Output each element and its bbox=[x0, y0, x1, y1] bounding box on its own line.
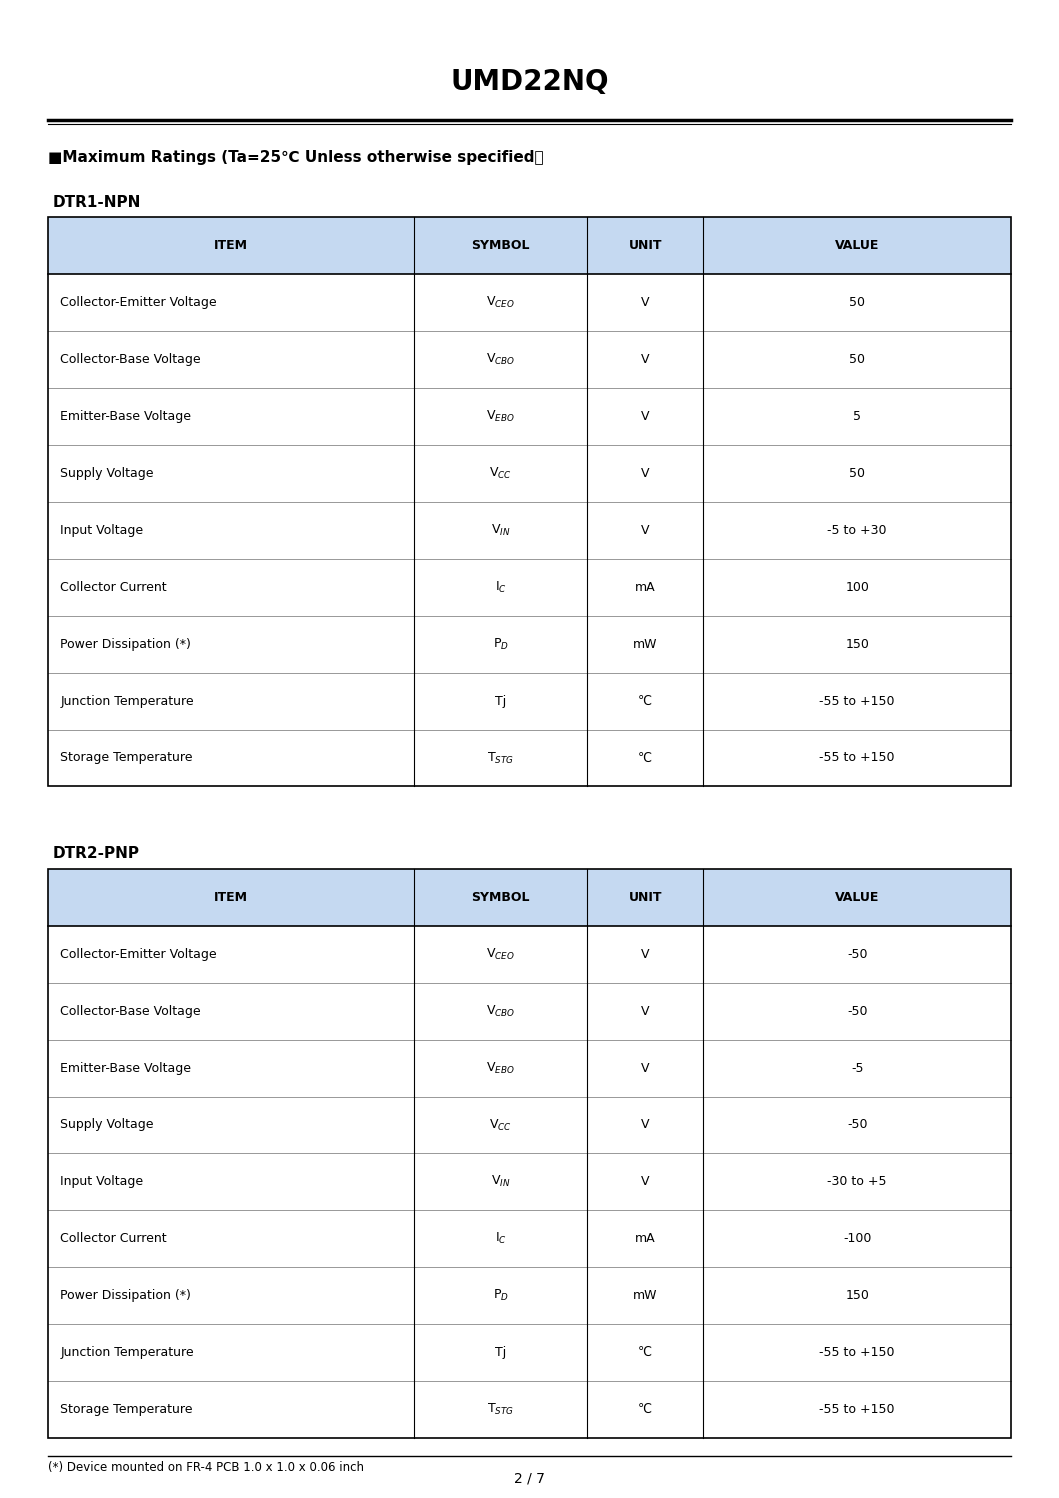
Text: ℃: ℃ bbox=[639, 695, 652, 707]
Text: V$_{CEO}$: V$_{CEO}$ bbox=[486, 295, 515, 310]
Text: -5: -5 bbox=[850, 1062, 863, 1074]
Text: V$_{CEO}$: V$_{CEO}$ bbox=[486, 947, 515, 962]
Text: Collector-Base Voltage: Collector-Base Voltage bbox=[60, 1005, 201, 1017]
Text: Collector Current: Collector Current bbox=[60, 1233, 167, 1245]
Text: Power Dissipation (*): Power Dissipation (*) bbox=[60, 1290, 192, 1302]
Text: -50: -50 bbox=[847, 948, 867, 960]
Text: mA: mA bbox=[634, 1233, 656, 1245]
Text: V$_{CBO}$: V$_{CBO}$ bbox=[486, 352, 516, 367]
Text: -50: -50 bbox=[847, 1119, 867, 1131]
Text: V$_{IN}$: V$_{IN}$ bbox=[490, 523, 510, 538]
Text: Tj: Tj bbox=[495, 695, 506, 707]
Text: V$_{CC}$: V$_{CC}$ bbox=[489, 466, 511, 481]
Text: -5 to +30: -5 to +30 bbox=[827, 524, 886, 536]
Text: (*) Device mounted on FR-4 PCB 1.0 x 1.0 x 0.06 inch: (*) Device mounted on FR-4 PCB 1.0 x 1.0… bbox=[48, 1461, 363, 1474]
Text: P$_{D}$: P$_{D}$ bbox=[492, 637, 508, 652]
Text: T$_{STG}$: T$_{STG}$ bbox=[487, 1402, 514, 1417]
Text: Collector-Emitter Voltage: Collector-Emitter Voltage bbox=[60, 948, 217, 960]
Text: ■Maximum Ratings (Ta=25℃ Unless otherwise specified）: ■Maximum Ratings (Ta=25℃ Unless otherwis… bbox=[48, 150, 543, 165]
Text: Storage Temperature: Storage Temperature bbox=[60, 1404, 193, 1416]
Text: V: V bbox=[641, 948, 649, 960]
Text: -30 to +5: -30 to +5 bbox=[827, 1176, 886, 1188]
Text: Tj: Tj bbox=[495, 1347, 506, 1359]
Text: mW: mW bbox=[633, 1290, 658, 1302]
Text: mA: mA bbox=[634, 581, 656, 593]
Text: VALUE: VALUE bbox=[834, 240, 879, 252]
Text: Collector Current: Collector Current bbox=[60, 581, 167, 593]
Text: DTR2-PNP: DTR2-PNP bbox=[53, 846, 140, 861]
Text: V: V bbox=[641, 524, 649, 536]
Text: ITEM: ITEM bbox=[214, 240, 248, 252]
Text: V$_{CBO}$: V$_{CBO}$ bbox=[486, 1004, 516, 1019]
Text: V: V bbox=[641, 1062, 649, 1074]
Text: 5: 5 bbox=[854, 410, 861, 422]
Text: ℃: ℃ bbox=[639, 1404, 652, 1416]
Text: V$_{EBO}$: V$_{EBO}$ bbox=[486, 1061, 515, 1076]
Text: VALUE: VALUE bbox=[834, 891, 879, 903]
Text: 100: 100 bbox=[845, 581, 869, 593]
Text: Supply Voltage: Supply Voltage bbox=[60, 467, 154, 479]
Text: -55 to +150: -55 to +150 bbox=[820, 695, 895, 707]
Text: DTR1-NPN: DTR1-NPN bbox=[53, 195, 141, 210]
Text: Input Voltage: Input Voltage bbox=[60, 1176, 143, 1188]
Text: I$_{C}$: I$_{C}$ bbox=[495, 1231, 506, 1246]
Text: 50: 50 bbox=[849, 354, 865, 366]
Text: 150: 150 bbox=[845, 638, 869, 650]
Text: Supply Voltage: Supply Voltage bbox=[60, 1119, 154, 1131]
Text: Collector-Base Voltage: Collector-Base Voltage bbox=[60, 354, 201, 366]
Text: V: V bbox=[641, 467, 649, 479]
Text: -50: -50 bbox=[847, 1005, 867, 1017]
Bar bbox=[48, 217, 1011, 274]
Text: V: V bbox=[641, 297, 649, 309]
Text: I$_{C}$: I$_{C}$ bbox=[495, 580, 506, 595]
Bar bbox=[48, 869, 1011, 926]
Text: P$_{D}$: P$_{D}$ bbox=[492, 1288, 508, 1303]
Text: ℃: ℃ bbox=[639, 752, 652, 764]
Text: Collector-Emitter Voltage: Collector-Emitter Voltage bbox=[60, 297, 217, 309]
Text: Emitter-Base Voltage: Emitter-Base Voltage bbox=[60, 410, 192, 422]
Text: UMD22NQ: UMD22NQ bbox=[450, 69, 609, 96]
Text: 50: 50 bbox=[849, 297, 865, 309]
Text: -55 to +150: -55 to +150 bbox=[820, 752, 895, 764]
Text: ℃: ℃ bbox=[639, 1347, 652, 1359]
Text: V$_{CC}$: V$_{CC}$ bbox=[489, 1118, 511, 1132]
Text: Input Voltage: Input Voltage bbox=[60, 524, 143, 536]
Text: 150: 150 bbox=[845, 1290, 869, 1302]
Bar bbox=[48, 869, 1011, 1438]
Text: Power Dissipation (*): Power Dissipation (*) bbox=[60, 638, 192, 650]
Text: T$_{STG}$: T$_{STG}$ bbox=[487, 750, 514, 765]
Text: Junction Temperature: Junction Temperature bbox=[60, 695, 194, 707]
Text: V: V bbox=[641, 354, 649, 366]
Text: UNIT: UNIT bbox=[628, 891, 662, 903]
Text: V: V bbox=[641, 410, 649, 422]
Text: V: V bbox=[641, 1005, 649, 1017]
Text: SYMBOL: SYMBOL bbox=[471, 240, 530, 252]
Text: Storage Temperature: Storage Temperature bbox=[60, 752, 193, 764]
Text: Emitter-Base Voltage: Emitter-Base Voltage bbox=[60, 1062, 192, 1074]
Text: -55 to +150: -55 to +150 bbox=[820, 1347, 895, 1359]
Text: SYMBOL: SYMBOL bbox=[471, 891, 530, 903]
Text: V$_{EBO}$: V$_{EBO}$ bbox=[486, 409, 515, 424]
Text: -100: -100 bbox=[843, 1233, 872, 1245]
Text: V: V bbox=[641, 1176, 649, 1188]
Text: 50: 50 bbox=[849, 467, 865, 479]
Text: mW: mW bbox=[633, 638, 658, 650]
Text: ITEM: ITEM bbox=[214, 891, 248, 903]
Text: V: V bbox=[641, 1119, 649, 1131]
Text: V$_{IN}$: V$_{IN}$ bbox=[490, 1174, 510, 1189]
Text: UNIT: UNIT bbox=[628, 240, 662, 252]
Text: -55 to +150: -55 to +150 bbox=[820, 1404, 895, 1416]
Text: 2 / 7: 2 / 7 bbox=[514, 1471, 545, 1485]
Text: Junction Temperature: Junction Temperature bbox=[60, 1347, 194, 1359]
Bar bbox=[48, 217, 1011, 786]
